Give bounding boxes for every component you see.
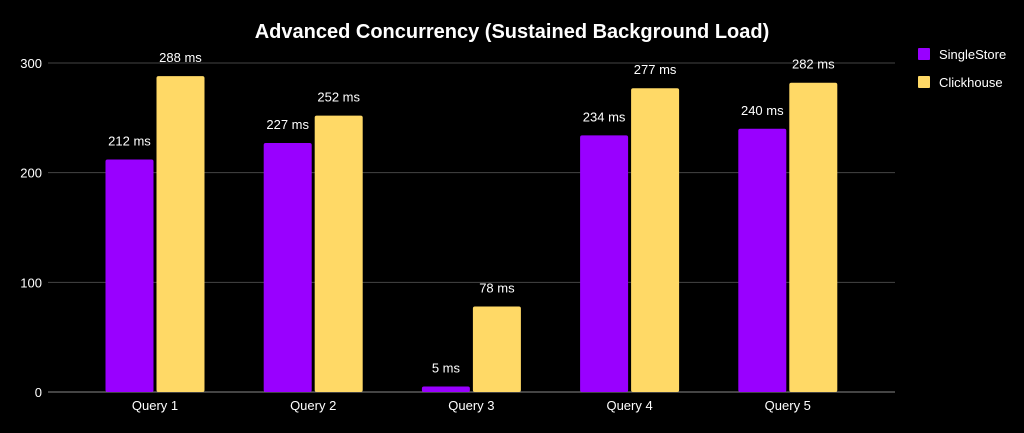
bar-singlestore-2 [263, 143, 312, 392]
legend-swatch-clickhouse [918, 76, 930, 88]
y-tick-label: 0 [35, 385, 42, 400]
data-label: 78 ms [479, 280, 515, 295]
legend-label: Clickhouse [939, 75, 1003, 90]
chart-title: Advanced Concurrency (Sustained Backgrou… [255, 21, 770, 43]
legend-label: SingleStore [939, 47, 1006, 62]
x-tick-label: Query 3 [448, 398, 494, 413]
data-label: 234 ms [583, 109, 626, 124]
data-label: 277 ms [634, 62, 677, 77]
bar-singlestore-3 [421, 386, 470, 392]
legend-swatch-singlestore [918, 48, 930, 60]
data-label: 240 ms [741, 103, 784, 118]
y-axis-ticks: 0 100 200 300 [20, 56, 42, 400]
data-label: 288 ms [159, 50, 202, 65]
bar-clickhouse-1 [156, 76, 205, 392]
x-tick-label: Query 1 [132, 398, 178, 413]
bar-clickhouse-3 [472, 306, 521, 392]
data-label: 5 ms [432, 361, 461, 376]
bars: 212 ms 288 ms 227 ms 252 ms 5 ms 78 ms 234 ms 2… [105, 50, 838, 393]
data-label: 282 ms [792, 57, 835, 72]
y-tick-label: 300 [20, 56, 42, 71]
y-tick-label: 200 [20, 166, 42, 181]
x-tick-label: Query 5 [765, 398, 811, 413]
x-axis-ticks: Query 1 Query 2 Query 3 Query 4 Query 5 [132, 398, 811, 413]
bar-singlestore-5 [738, 128, 787, 393]
data-label: 252 ms [317, 90, 360, 105]
x-tick-label: Query 4 [606, 398, 652, 413]
x-tick-label: Query 2 [290, 398, 336, 413]
bar-singlestore-4 [580, 135, 629, 392]
bar-clickhouse-5 [789, 82, 838, 393]
bar-clickhouse-2 [314, 115, 363, 392]
bar-clickhouse-4 [631, 88, 680, 393]
data-label: 212 ms [108, 134, 151, 149]
data-label: 227 ms [266, 117, 309, 132]
legend: SingleStore Clickhouse [918, 47, 1006, 90]
y-tick-label: 100 [20, 275, 42, 290]
bar-singlestore-1 [105, 159, 154, 392]
